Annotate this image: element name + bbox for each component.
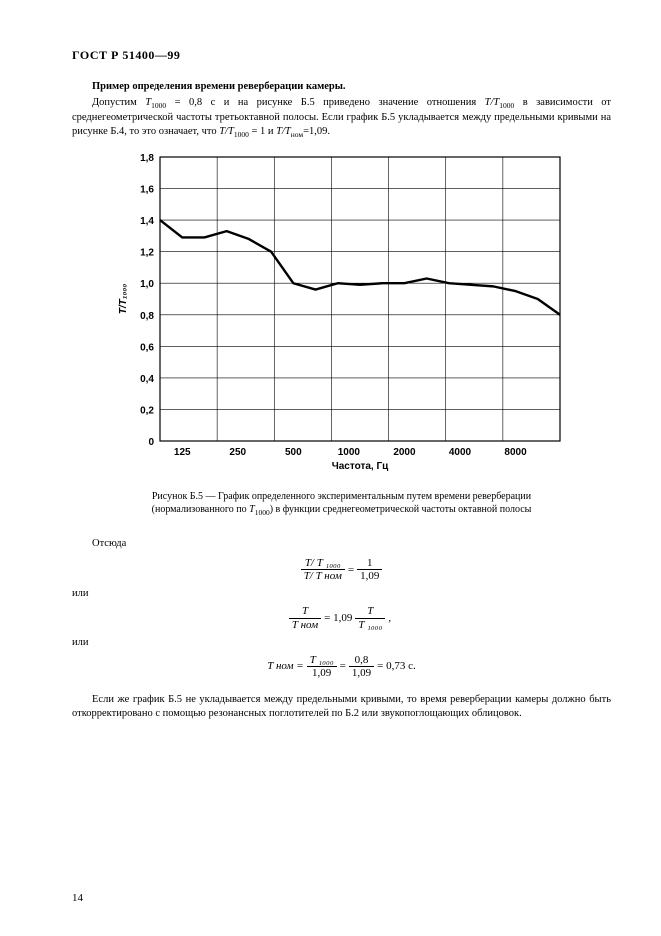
svg-text:1000: 1000 [337, 447, 360, 458]
svg-text:2000: 2000 [393, 447, 416, 458]
f1-rtop: 1 [367, 557, 373, 569]
f1-rbot: 1,09 [360, 570, 379, 582]
svg-text:125: 125 [173, 447, 190, 458]
ili-2: или [72, 637, 611, 648]
ili-1: или [72, 588, 611, 599]
svg-text:1,6: 1,6 [140, 184, 154, 195]
f3-tail: = 0,73 с. [377, 660, 416, 672]
f3-atop: T ₁₀₀₀ [310, 654, 334, 666]
section-title: Пример определения времени реверберации … [72, 81, 611, 92]
svg-text:1,8: 1,8 [140, 153, 154, 164]
t-para1-a: Допустим [92, 97, 145, 108]
f1-nbot: T/ T ном [304, 570, 342, 582]
f3-lead: T ном = [267, 660, 303, 672]
f3-abot: 1,09 [312, 667, 331, 679]
svg-text:1,4: 1,4 [140, 216, 154, 227]
formula-1: T/ T ₁₀₀₀ = 1 T/ T ном 1,09 [72, 557, 611, 582]
otkuda-label: Отсюда [72, 538, 611, 549]
figure-caption: Рисунок Б.5 — График определенного экспе… [122, 490, 562, 519]
svg-text:Частота, Гц: Частота, Гц [331, 461, 388, 472]
f2-rtop: T [367, 605, 373, 617]
svg-text:250: 250 [229, 447, 246, 458]
f2-rbot: T ₁₀₀₀ [358, 619, 382, 631]
svg-text:0,4: 0,4 [140, 373, 154, 384]
closing-paragraph: Если же график Б.5 не укладывается между… [72, 693, 611, 721]
svg-text:1,2: 1,2 [140, 247, 154, 258]
svg-text:0,6: 0,6 [140, 342, 154, 353]
svg-text:4000: 4000 [448, 447, 471, 458]
formula-3: T ном = T ₁₀₀₀ = 0,8 = 0,73 с. 1,09 1,09 [72, 654, 611, 679]
svg-text:0,2: 0,2 [140, 405, 154, 416]
t-para1-b: = 0,8 с и на рисунке Б.5 приведено значе… [166, 97, 485, 108]
doc-header: ГОСТ Р 51400—99 [72, 48, 611, 63]
f2-lbot: T ном [292, 619, 318, 631]
formula-2: T = 1,09 T , T ном T ₁₀₀₀ [72, 605, 611, 630]
t-para1-e: =1,09. [303, 126, 330, 137]
svg-text:8000: 8000 [504, 447, 527, 458]
chart-b5: 0 0,2 0,4 0,6 0,8 1,0 1,2 1,4 1,6 1,8 125 250 500 100… [112, 147, 572, 482]
svg-text:500: 500 [284, 447, 301, 458]
f2-tail: , [388, 612, 391, 624]
t-para1-d: = 1 и [249, 126, 276, 137]
f3-bbot: 1,09 [352, 667, 371, 679]
page-number: 14 [72, 892, 83, 904]
svg-text:0,8: 0,8 [140, 310, 154, 321]
svg-text:1,0: 1,0 [140, 279, 154, 290]
caption-b: (нормализованного по [152, 504, 250, 515]
svg-text:T/T₁₀₀₀: T/T₁₀₀₀ [118, 283, 129, 313]
f1-ntop: T/ T ₁₀₀₀ [305, 557, 341, 569]
f2-mid: = 1,09 [324, 612, 352, 624]
svg-text:0: 0 [148, 437, 154, 448]
f2-ltop: T [302, 605, 308, 617]
f3-btop: 0,8 [355, 654, 369, 666]
caption-a: Рисунок Б.5 — График определенного экспе… [152, 491, 531, 502]
intro-paragraph: Допустим T1000 = 0,8 с и на рисунке Б.5 … [72, 96, 611, 141]
caption-c: ) в функции среднегеометрической частоты… [270, 504, 532, 515]
